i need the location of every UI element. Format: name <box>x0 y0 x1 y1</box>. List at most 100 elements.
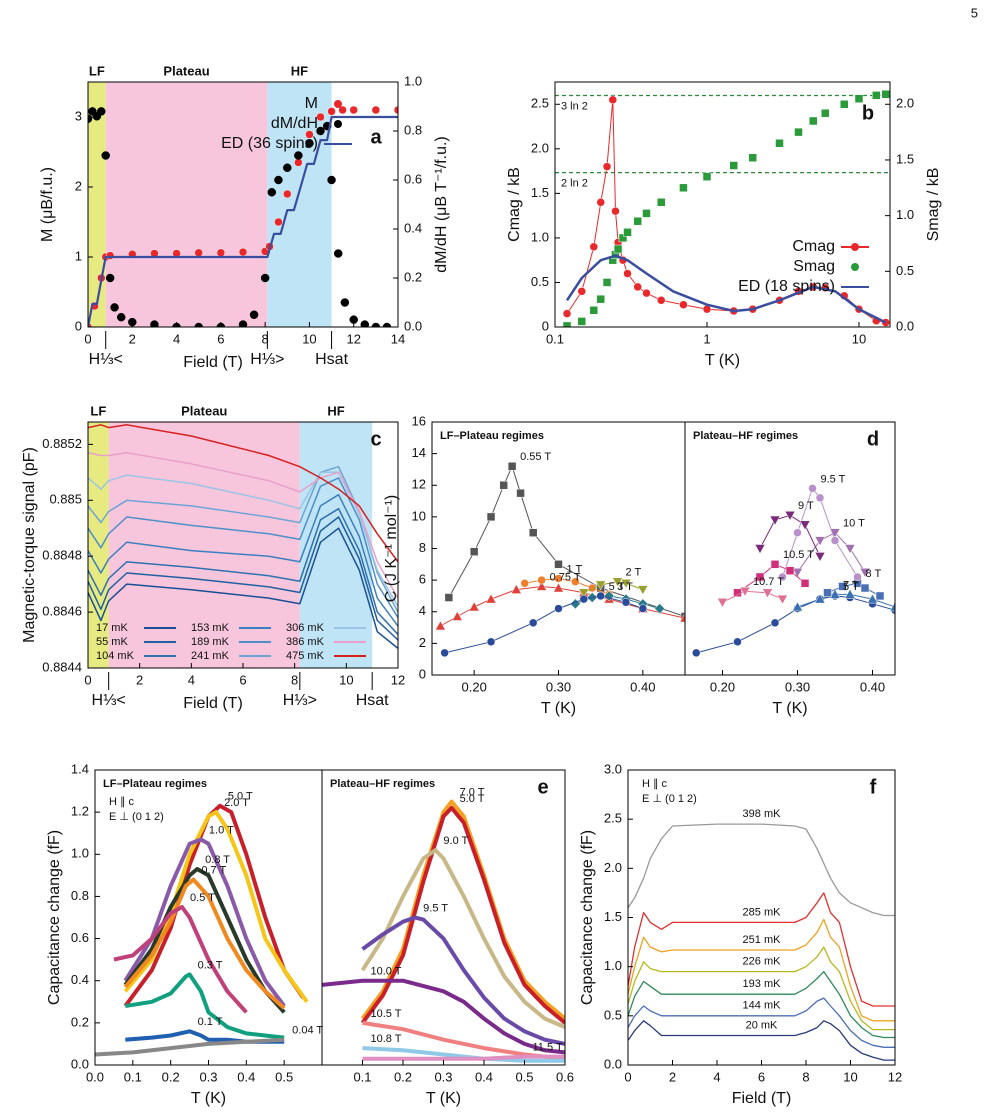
x-tick-label: 10 <box>843 1069 857 1084</box>
series-label: 9.0 T <box>443 835 468 847</box>
legend-label: 475 mK <box>286 650 325 662</box>
y-tick-label: 0.8844 <box>42 659 82 674</box>
series-label: 0.75 T <box>550 571 581 583</box>
panel-subtitle: Plateau–HF regimes <box>330 778 435 790</box>
point <box>633 216 642 226</box>
series-line <box>88 115 398 327</box>
series-label: 0.04 T <box>292 1025 323 1037</box>
legend-marker <box>334 120 342 128</box>
series-label: 0.1 T <box>198 1016 223 1028</box>
point <box>679 612 685 623</box>
legend-label: Smag <box>793 258 835 275</box>
x-tick-label: 12 <box>391 672 405 687</box>
point <box>621 598 631 607</box>
point <box>589 306 599 315</box>
y-tick-label: 0.0 <box>604 1056 622 1071</box>
point <box>853 572 862 582</box>
point <box>510 584 522 594</box>
legend-label: ED (36 spins) <box>221 135 318 152</box>
region-label: Plateau <box>181 403 227 418</box>
point <box>792 601 803 612</box>
point <box>859 567 871 578</box>
point <box>638 604 648 613</box>
point <box>393 105 398 115</box>
region-label: LF <box>89 63 105 78</box>
point <box>216 248 226 258</box>
y-tick-label: 1 <box>75 248 82 263</box>
point <box>349 105 358 115</box>
y-axis-label: Magnetic-torque signal (pF) <box>21 447 38 643</box>
point <box>881 90 890 99</box>
point <box>733 588 742 598</box>
y-tick-label: 3 <box>75 108 82 123</box>
x-tick-label: 2 <box>129 331 136 346</box>
x-tick-label: 0.1 <box>353 1069 371 1084</box>
point <box>611 206 620 216</box>
field-marker-label: Hsat <box>315 351 348 368</box>
x-axis-label: Field (T) <box>732 1090 792 1107</box>
series-label: 2 T <box>626 567 642 579</box>
legend-label: 104 mK <box>96 650 135 662</box>
point <box>808 116 818 126</box>
x-tick-label: 0.2 <box>162 1069 180 1084</box>
point <box>435 620 446 631</box>
point <box>889 601 895 612</box>
field-marker-label: H⅓> <box>283 692 317 709</box>
series-label: 0.5 T <box>190 892 215 904</box>
series-line <box>113 905 248 1014</box>
series-line <box>628 823 895 917</box>
x-tick-label: 0.30 <box>546 679 571 694</box>
point <box>485 593 497 604</box>
point <box>528 528 538 537</box>
point <box>516 488 525 498</box>
point <box>770 560 780 569</box>
series-line <box>360 799 565 1021</box>
x-axis-label: Field (T) <box>183 354 243 371</box>
point <box>815 493 825 503</box>
point <box>596 198 606 207</box>
panel-subtitle: Plateau–HF regimes <box>693 430 798 442</box>
legend-label: ED (18 spins) <box>738 278 835 295</box>
y2-tick-label: 0.0 <box>404 318 422 333</box>
x-tick-label: 4 <box>713 1069 720 1084</box>
panel: 5 T7 T 8 T 10 T 9.5 T 9 T 10.5 T 10.7 T 0.20 0.3… <box>684 421 896 717</box>
point <box>854 94 864 103</box>
point <box>486 512 496 522</box>
x-tick-label: 14 <box>391 331 405 346</box>
series-line <box>360 805 565 1025</box>
y2-axis-label: dM/dH (μB T⁻¹/f.u.) <box>433 136 450 273</box>
point <box>656 296 666 305</box>
y-tick-label: 0.8848 <box>42 548 82 563</box>
point <box>577 317 587 326</box>
point <box>596 591 605 601</box>
x-tick-label: 0.20 <box>710 679 735 694</box>
legend-label: Cmag <box>792 238 835 255</box>
point <box>785 566 795 575</box>
series-line <box>444 595 643 654</box>
point <box>739 586 751 597</box>
point <box>814 552 826 562</box>
point <box>238 247 248 257</box>
panel: 0.55 T 0.75 T1 T 2 T 3 T5 T 0.20 0.30 0.40 0 2 4 6… <box>383 413 686 717</box>
point <box>642 209 651 218</box>
y-tick-label: 0.2 <box>71 1014 89 1029</box>
series-label: 1.0 T <box>209 824 234 836</box>
x-tick-label: 4 <box>188 672 195 687</box>
series-label: 398 mK <box>743 808 782 820</box>
series-line <box>88 507 398 636</box>
x-axis-label: Field (T) <box>183 695 243 712</box>
y-tick-label: 1.5 <box>531 185 549 200</box>
point <box>105 273 115 283</box>
series-line <box>95 1037 285 1057</box>
point <box>486 637 496 647</box>
series-group <box>95 803 309 1057</box>
series-line <box>88 451 398 599</box>
x-tick-label: 8 <box>262 331 269 346</box>
point <box>814 536 826 547</box>
series-line <box>696 595 895 654</box>
y-tick-label: 1.0 <box>604 958 622 973</box>
series-group <box>88 424 398 649</box>
point <box>602 278 612 287</box>
panel: 20 mK 144 mK 193 mK 226 mK 251 mK 285 mK 398 m… <box>579 761 902 1107</box>
point <box>150 320 159 327</box>
